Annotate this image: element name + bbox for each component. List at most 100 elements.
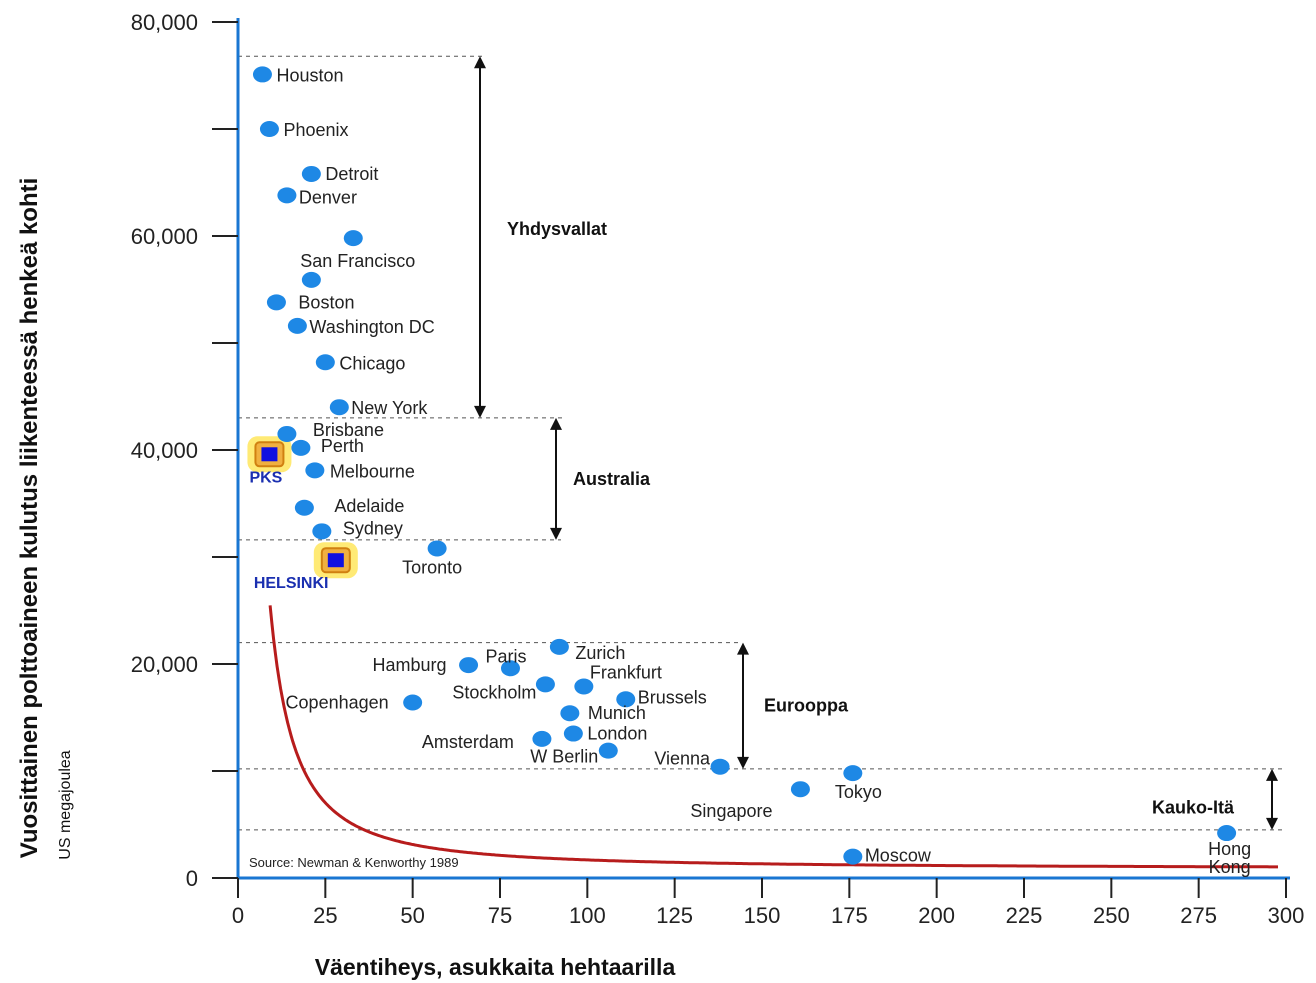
x-tick-label: 200 [918, 903, 955, 928]
data-point [266, 294, 286, 311]
city-label: Chicago [339, 353, 405, 373]
data-point [710, 758, 730, 775]
data-point [535, 676, 555, 693]
data-point [329, 399, 349, 416]
data-point [843, 848, 863, 865]
x-tick-label: 150 [744, 903, 781, 928]
city-label: Boston [298, 292, 354, 312]
x-tick-label: 225 [1006, 903, 1043, 928]
y-tick-label: 40,000 [131, 438, 198, 463]
y-axis-unit: US megajoulea [57, 750, 74, 860]
data-point [549, 638, 569, 655]
highlight-square [261, 447, 278, 462]
y-tick-label: 0 [186, 866, 198, 891]
x-tick-label: 175 [831, 903, 868, 928]
region-label: Australia [573, 469, 651, 489]
highlight-label: HELSINKI [254, 575, 329, 592]
x-axis-title: Väentiheys, asukkaita hehtaarilla [315, 954, 676, 980]
region-arrow-head [737, 642, 749, 655]
city-label: Hong [1208, 839, 1251, 859]
city-label: Hamburg [373, 655, 447, 675]
data-point [259, 121, 279, 137]
city-label: Brussels [638, 687, 707, 707]
region-arrow-head [550, 417, 562, 430]
city-label: Toronto [402, 557, 462, 577]
region-label: Eurooppa [764, 696, 849, 716]
city-label: Munich [588, 703, 646, 723]
data-point [616, 691, 636, 708]
data-point [532, 730, 552, 747]
city-label: Zurich [575, 643, 625, 663]
city-label: Frankfurt [590, 662, 662, 682]
region-arrow-head [1266, 817, 1278, 830]
highlight-marker-pks [247, 436, 292, 473]
data-point [560, 705, 580, 722]
data-point [252, 66, 272, 83]
city-label: San Francisco [300, 251, 415, 271]
y-tick-label: 80,000 [131, 10, 198, 35]
city-label: Moscow [865, 846, 932, 866]
city-label: London [587, 724, 647, 744]
data-point [277, 425, 297, 442]
trend-curve [268, 605, 1278, 869]
y-tick-label: 20,000 [131, 652, 198, 677]
city-label: Amsterdam [422, 732, 514, 752]
data-point [315, 354, 335, 371]
data-point [598, 742, 618, 759]
highlight-square [327, 553, 344, 568]
data-point [305, 462, 325, 479]
city-label: Phoenix [283, 120, 348, 140]
city-label: W Berlin [530, 747, 598, 767]
y-tick-label: 60,000 [131, 224, 198, 249]
city-label: Brisbane [313, 420, 384, 440]
data-point [1217, 825, 1237, 842]
x-tick-label: 25 [313, 903, 337, 928]
city-label: Houston [276, 65, 343, 85]
x-tick-label: 300 [1268, 903, 1305, 928]
data-point [500, 660, 520, 677]
region-label: Kauko-Itä [1152, 797, 1235, 817]
city-label: Perth [321, 436, 364, 456]
y-axis-title: Vuosittainen polttoaineen kulutus liiken… [16, 178, 43, 859]
data-point [301, 165, 321, 182]
data-point [277, 187, 297, 204]
city-label: Tokyo [835, 782, 882, 802]
region-arrow-head [474, 405, 486, 418]
x-tick-label: 0 [232, 903, 244, 928]
city-label: Sydney [343, 518, 403, 538]
city-label: Denver [299, 187, 357, 207]
data-point [563, 725, 583, 742]
data-point [574, 678, 594, 695]
city-label: Melbourne [330, 461, 415, 481]
region-label: Yhdysvallat [507, 219, 607, 239]
data-point [343, 230, 363, 247]
x-tick-label: 75 [488, 903, 512, 928]
x-tick-label: 275 [1180, 903, 1217, 928]
data-point [287, 317, 307, 334]
region-arrow-head [474, 56, 486, 69]
region-arrow-head [737, 756, 749, 769]
city-label: Copenhagen [286, 693, 389, 713]
data-point [301, 271, 321, 288]
city-label: Detroit [325, 164, 378, 184]
highlight-label: PKS [249, 469, 282, 486]
city-label: Singapore [690, 801, 772, 821]
city-label: Paris [485, 646, 526, 666]
city-label: New York [351, 398, 428, 418]
x-tick-label: 50 [400, 903, 424, 928]
data-point [459, 657, 479, 674]
region-arrow-head [1266, 768, 1278, 781]
highlight-marker-helsinki [313, 542, 358, 579]
region-arrow-head [550, 527, 562, 540]
data-point [790, 781, 810, 798]
x-tick-label: 125 [656, 903, 693, 928]
city-label: Adelaide [334, 496, 404, 516]
city-label: Washington DC [309, 317, 434, 337]
data-point [403, 694, 423, 711]
city-label: Stockholm [452, 682, 536, 702]
x-tick-label: 250 [1093, 903, 1130, 928]
data-point [312, 523, 332, 540]
x-tick-label: 100 [569, 903, 606, 928]
source-note: Source: Newman & Kenworthy 1989 [249, 855, 459, 870]
